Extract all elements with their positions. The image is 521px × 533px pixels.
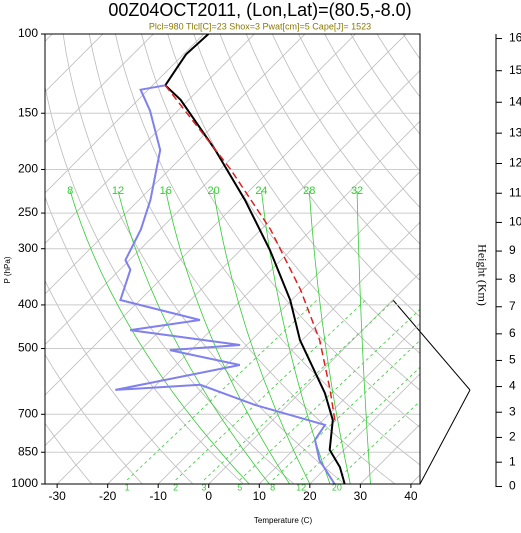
height-tick-label: 4 [509,379,516,393]
isotherm [199,13,521,493]
moist-adiabat-label: 20 [207,185,219,197]
height-tick-label: 13 [509,125,521,139]
height-tick-label: 9 [509,243,516,257]
mixing-ratio-line [204,300,394,480]
isotherm [351,13,521,493]
x-tick-label: 40 [404,489,418,503]
moist-adiabat-label: 12 [112,185,124,197]
x-axis-label: Temperature (C) [254,516,313,525]
barb-frame [420,390,470,484]
height-tick-label: 12 [509,156,521,170]
chart-title: 00Z04OCT2011, (Lon,Lat)=(80.5,-8.0) [108,0,411,20]
dry-adiabat [517,13,521,493]
y-tick-label: 150 [18,105,38,119]
isotherm [48,13,521,493]
x-tick-label: -20 [99,489,117,503]
moist-adiabat [70,191,249,484]
height-tick-label: 7 [509,299,516,313]
moist-adiabat-label: 32 [351,185,363,197]
isotherm [0,13,477,493]
x-tick-label: -30 [48,489,66,503]
height-tick-label: 8 [509,271,516,285]
height-tick-label: 1 [509,454,516,468]
height-tick-label: 10 [509,215,521,229]
moist-adiabat-label: 28 [303,185,315,197]
moist-adiabat-label: 24 [255,185,267,197]
isotherm [401,13,521,493]
moist-adiabat [261,191,330,484]
y-tick-label: 100 [18,26,38,40]
dry-adiabat [390,13,521,493]
height-tick-label: 3 [509,404,516,418]
height-axis-label: Height (Km) [475,244,489,306]
height-tick-label: 2 [509,430,516,444]
x-tick-label: 10 [253,489,267,503]
y-tick-label: 300 [18,241,38,255]
profile-line [165,85,334,420]
y-axis-label: P (hPa) [3,256,12,283]
plot-frame [45,34,420,484]
y-tick-label: 1000 [11,476,38,490]
dry-adiabat [416,13,521,493]
y-tick-label: 400 [18,297,38,311]
mixing-ratio-line [273,300,463,480]
mixing-ratio-line [301,300,491,480]
chart-subtitle: Plcl=980 Tlcl[C]=23 Shox=3 Pwat[cm]=5 Ca… [149,21,371,31]
dry-adiabat [10,13,254,493]
y-tick-label: 250 [18,205,38,219]
height-tick-label: 15 [509,63,521,77]
height-tick-label: 6 [509,326,516,340]
y-tick-label: 500 [18,341,38,355]
y-tick-label: 200 [18,162,38,176]
height-tick-label: 11 [509,185,521,199]
moist-adiabat [357,191,370,484]
x-tick-label: -10 [150,489,168,503]
isotherm [0,13,376,493]
dry-adiabat [162,13,521,493]
height-tick-label: 16 [509,31,521,45]
moist-adiabat-label: 8 [67,185,73,197]
dry-adiabat [137,13,511,493]
height-tick-label: 5 [509,353,516,367]
x-tick-label: 30 [354,489,368,503]
height-tick-label: 14 [509,94,521,108]
y-tick-label: 850 [18,444,38,458]
dry-adiabat [86,13,408,493]
y-tick-label: 700 [18,406,38,420]
height-tick-label: 0 [509,479,516,493]
moist-adiabat-label: 16 [160,185,172,197]
